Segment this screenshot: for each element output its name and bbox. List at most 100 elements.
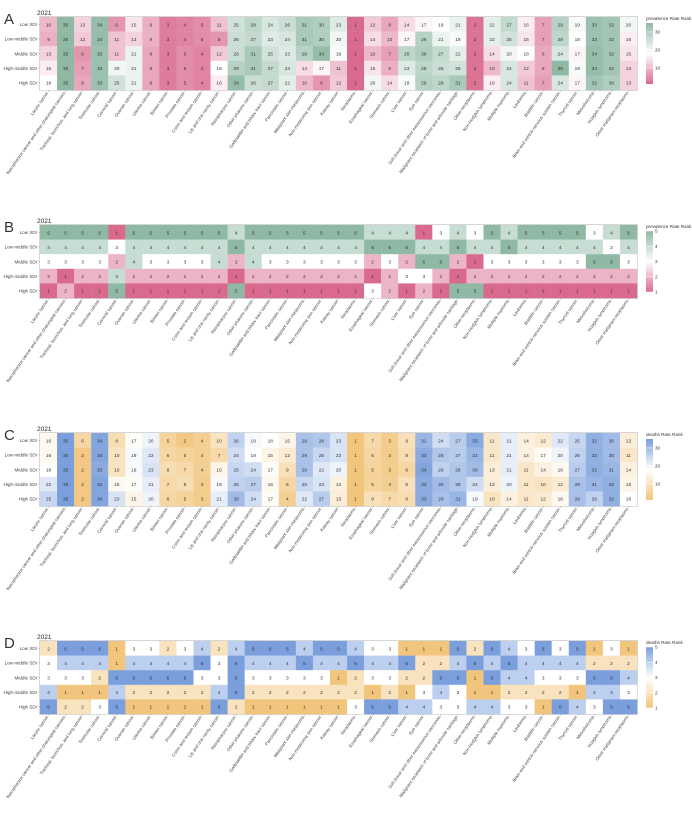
heatmap-cell [500,268,518,284]
heatmap-cell [517,491,535,507]
cell-value: 3 [47,260,50,266]
cell-value: 26 [233,52,239,58]
cell-value: 5 [115,676,118,682]
heatmap-cell [278,655,297,671]
cell-value: 3 [115,245,118,251]
heatmap-cell [261,684,279,700]
heatmap-cell [210,268,228,284]
cell-value: 5 [388,245,391,251]
cell-value: 24 [472,482,478,488]
heatmap-cell [159,670,177,685]
heatmap-cell [74,699,92,715]
cell-value: 30 [233,497,239,503]
column-label: Liver cancer [390,714,408,737]
cell-value: 29 [575,482,581,488]
heatmap-cell [415,699,433,715]
heatmap-cell [500,31,518,47]
cell-value: 4 [235,230,238,236]
heatmap-cell [227,225,245,240]
cell-value: 35 [63,81,69,87]
cell-value: 30 [319,37,325,43]
cell-value: 2 [440,274,443,280]
cell-value: 9 [47,37,50,43]
heatmap-cell [125,268,143,284]
heatmap-cell [517,75,535,91]
heatmap-cell [483,462,501,477]
legend-tick-label: 1 [655,706,658,711]
cell-value: 33 [472,438,478,444]
cell-value: 10 [387,37,393,43]
cell-value: 26 [233,37,239,43]
column-label: Liver cancer [390,506,408,529]
cell-value: 18 [438,22,444,28]
heatmap-cell [364,46,382,61]
heatmap-cell [483,268,501,284]
heatmap-cell [381,283,399,299]
heatmap-cell [312,491,331,507]
heatmap-cell [176,254,194,269]
row-label: Low-middle SDI [5,37,37,42]
heatmap-cell [466,31,484,47]
column-label: Colon and rectum cancer [171,506,204,549]
panel-title: 2021 [37,218,52,225]
heatmap-cell [381,75,399,91]
heatmap-cell [193,491,211,507]
cell-value: 3 [388,438,391,444]
cell-value: 2 [474,52,477,58]
cell-value: 8 [150,52,153,58]
heatmap-cell [364,239,382,255]
heatmap-cell [585,254,604,269]
cell-value: 34 [421,468,427,474]
heatmap-cell [210,17,228,32]
cell-value: 1 [81,289,84,295]
heatmap-cell [517,655,535,671]
column-label: Malignant skin melanoma [273,90,306,134]
cell-value: 13 [46,52,52,58]
heatmap-cell [347,699,365,715]
cell-value: 2 [405,676,408,682]
cell-value: 27 [455,438,461,444]
cell-value: 7 [542,81,545,87]
heatmap-cell [142,46,160,61]
cell-value: 4 [132,260,135,266]
cell-value: 24 [233,453,239,459]
heatmap-cell [40,670,58,685]
heatmap-cell [517,670,535,685]
heatmap-cell [91,46,109,61]
cell-value: 2 [320,690,323,696]
cell-value: 33 [421,497,427,503]
heatmap-cell [295,491,314,507]
heatmap-cell [415,684,433,700]
cell-value: 5 [559,705,562,711]
column-label: Leukemia [512,90,527,109]
cell-value: 23 [268,37,274,43]
heatmap-cell [585,60,604,76]
cell-value: 12 [541,497,547,503]
cell-value: 22 [455,52,461,58]
heatmap-cell [125,684,143,700]
cell-value: 4 [388,661,391,667]
heatmap-cell [125,670,143,685]
cell-value: 8 [388,22,391,28]
cell-value: 5 [64,646,67,652]
cell-value: 11 [114,37,119,43]
cell-value: 4 [235,646,238,652]
heatmap-cell [619,655,638,671]
heatmap-cell [159,31,177,47]
heatmap-cell [415,462,433,477]
cell-value: 1 [218,289,221,295]
cell-value: 30 [609,81,615,87]
cell-value: 3 [286,260,289,266]
heatmap-cell [227,699,245,715]
cell-value: 2 [218,274,221,280]
cell-value: 11 [490,438,495,444]
heatmap-cell [125,46,143,61]
heatmap-cell [568,655,587,671]
heatmap-cell [74,447,92,463]
heatmap-cell [432,684,450,700]
heatmap-cell [91,447,109,463]
heatmap-cell [602,670,621,685]
heatmap-cell [125,60,143,76]
column-label: Kidney cancer [319,90,339,116]
cell-value: 5 [354,230,357,236]
